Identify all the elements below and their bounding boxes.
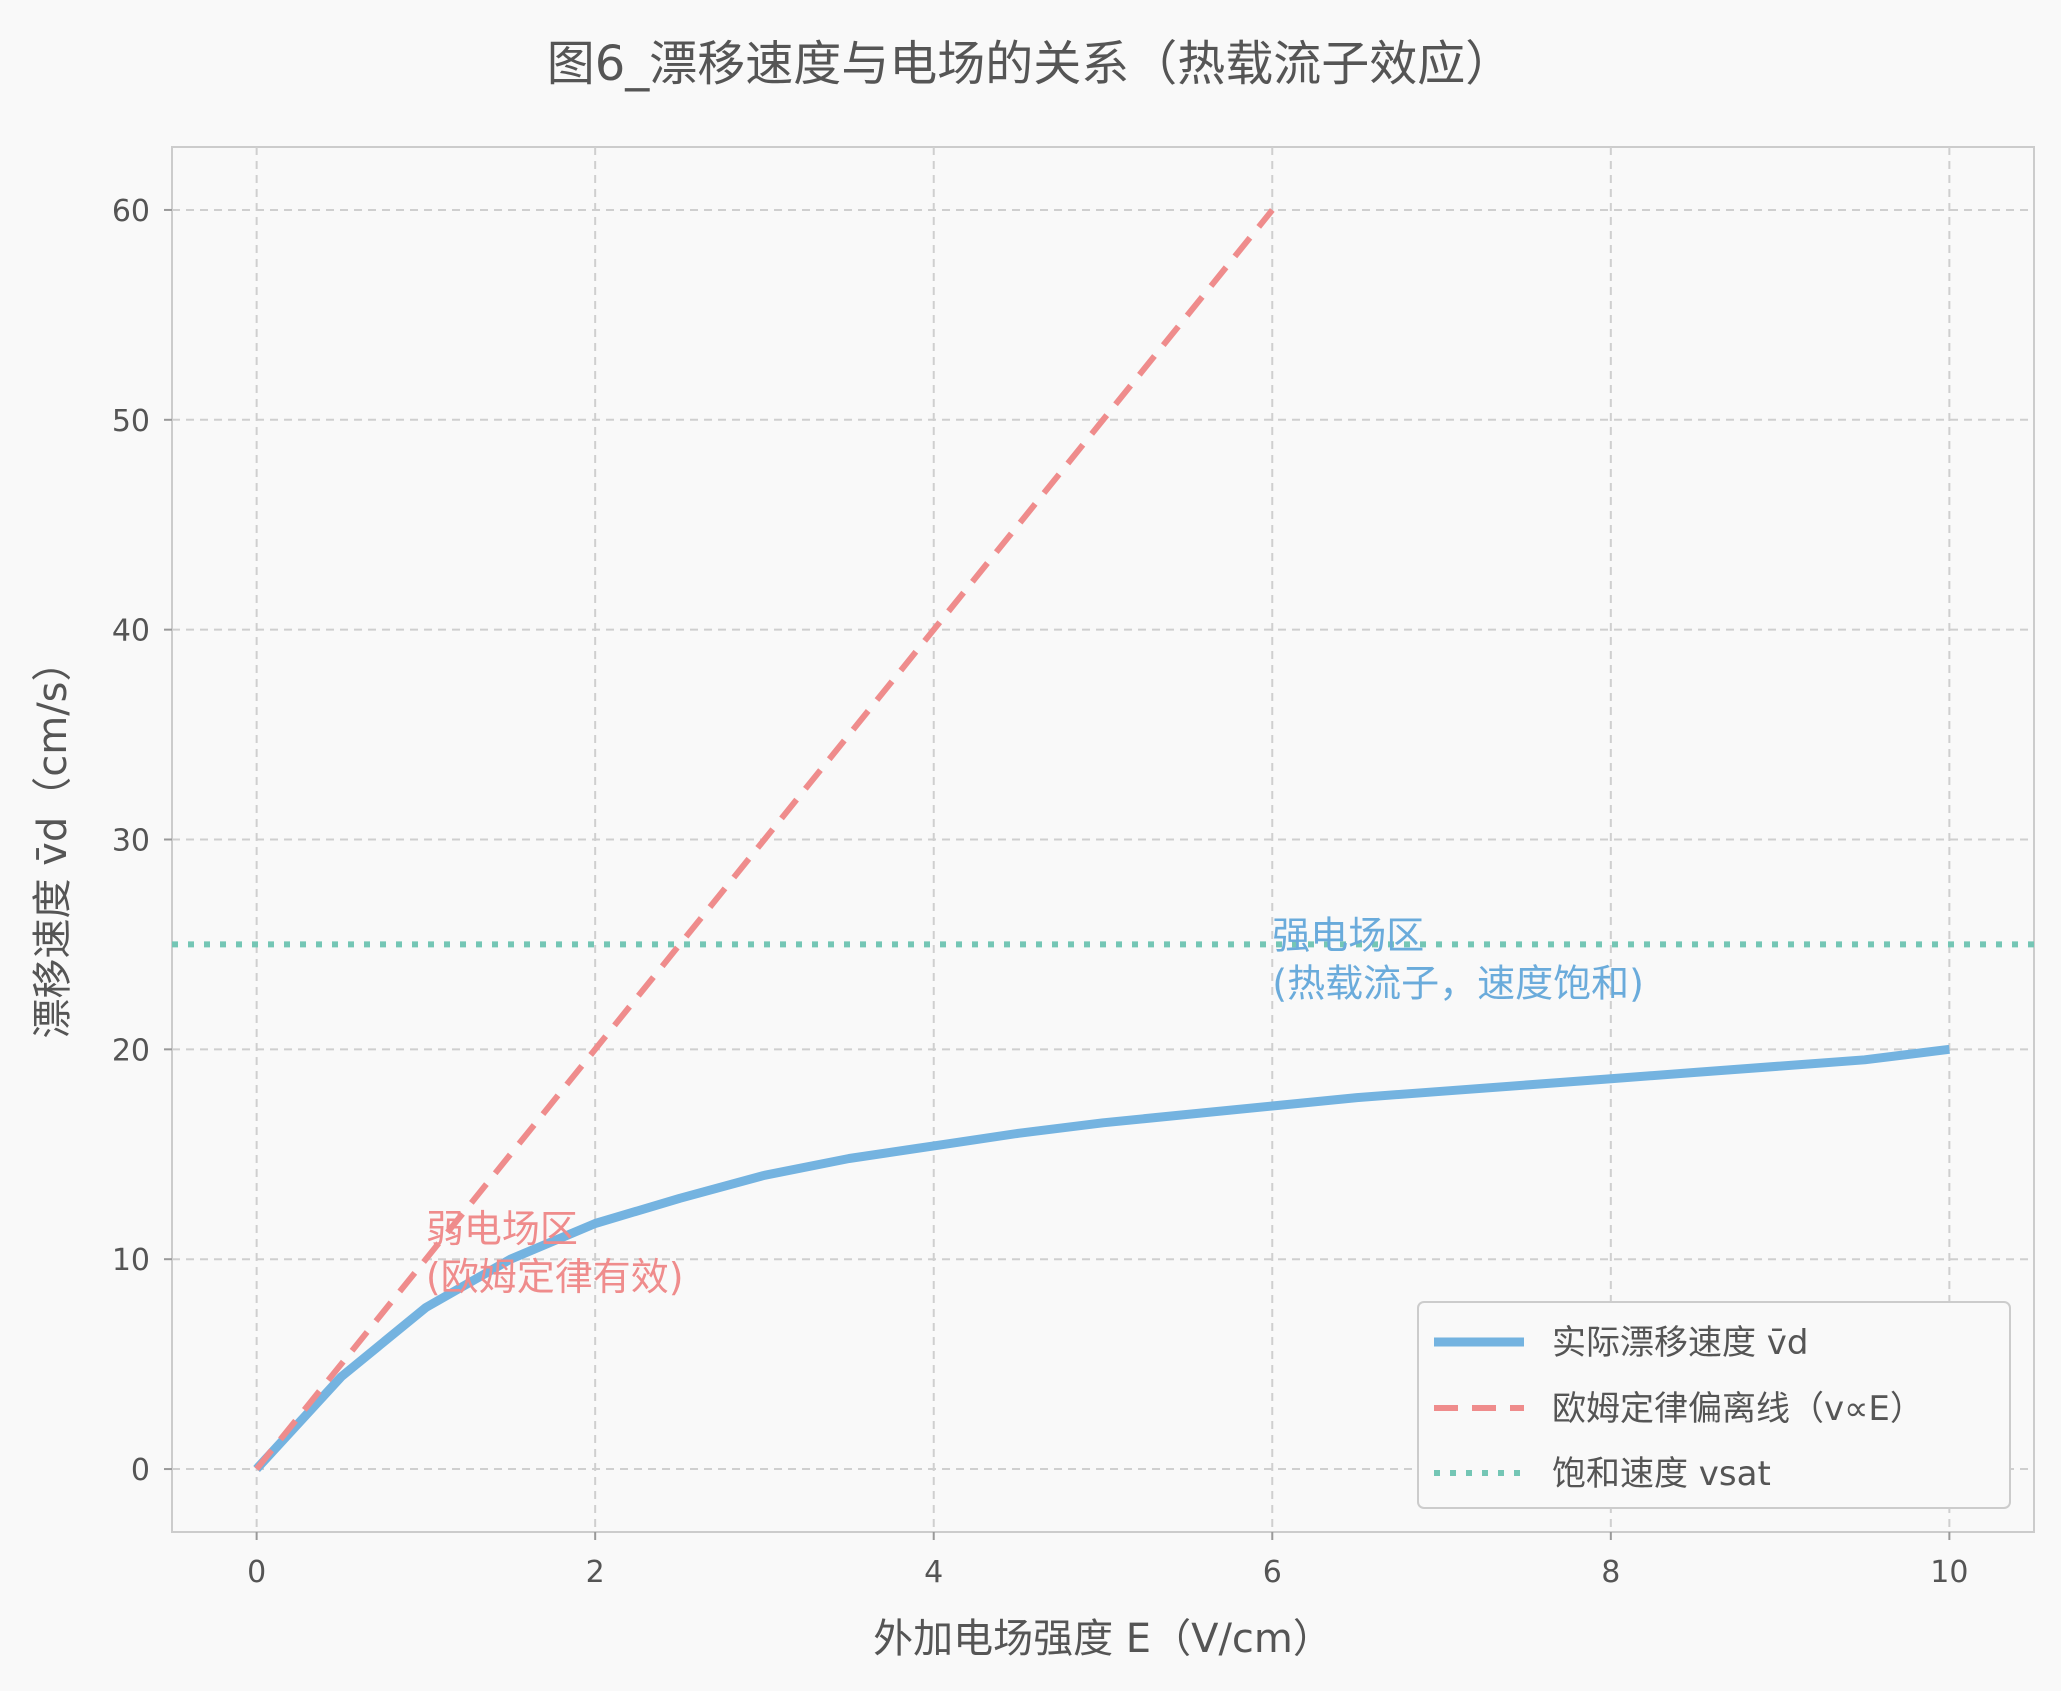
annotations: 弱电场区(欧姆定律有效) 强电场区(热载流子，速度饱和) <box>426 913 1644 1299</box>
x-tick-label: 6 <box>1263 1555 1282 1590</box>
series-solid-line <box>253 1044 1950 1473</box>
y-tick-label: 50 <box>112 404 150 439</box>
y-axis-ticks: 0 10 20 30 40 50 60 <box>112 194 172 1488</box>
legend-box <box>1417 1301 2011 1509</box>
x-tick-label: 4 <box>924 1555 943 1590</box>
y-tick-label: 10 <box>112 1243 150 1278</box>
annotation-text: 强电场区 <box>1272 913 1424 957</box>
y-tick-label: 20 <box>112 1033 150 1068</box>
series-layer <box>172 208 2034 1473</box>
annotation-text: (欧姆定律有效) <box>426 1255 684 1299</box>
annotation-text: 弱电场区 <box>426 1207 578 1251</box>
y-tick-label: 40 <box>112 614 150 649</box>
legend-label: 实际漂移速度 v̄d <box>1552 1323 1809 1363</box>
y-tick-label: 60 <box>112 194 150 229</box>
x-tick-label: 8 <box>1601 1555 1620 1590</box>
legend-label: 饱和速度 vsat <box>1552 1454 1771 1494</box>
series-dashed-line <box>254 208 1275 1471</box>
x-axis-ticks: 0 2 4 6 8 10 <box>247 1532 1968 1590</box>
y-axis-label: 漂移速度 v̄d（cm/s） <box>30 641 76 1038</box>
x-tick-label: 10 <box>1930 1555 1968 1590</box>
y-tick-label: 30 <box>112 824 150 859</box>
annotation-text: (热载流子，速度饱和) <box>1272 961 1644 1005</box>
x-axis-label: 外加电场强度 E（V/cm） <box>873 1616 1333 1662</box>
chart-title: 图6_漂移速度与电场的关系（热载流子效应） <box>547 36 1514 92</box>
y-tick-label: 0 <box>131 1453 150 1488</box>
x-tick-label: 0 <box>247 1555 266 1590</box>
legend: 实际漂移速度 v̄d 欧姆定律偏离线（v∝E） 饱和速度 vsat <box>1417 1301 2011 1509</box>
x-tick-label: 2 <box>586 1555 605 1590</box>
legend-label: 欧姆定律偏离线（v∝E） <box>1552 1389 1924 1429</box>
